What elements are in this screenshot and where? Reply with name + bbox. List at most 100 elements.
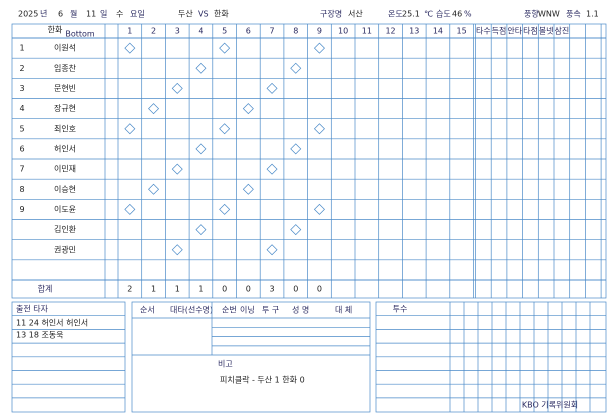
label: 타점 xyxy=(523,26,538,36)
label: 두산 xyxy=(178,9,193,19)
label: 이승현 xyxy=(54,184,76,194)
label: 9 xyxy=(317,27,322,36)
label: 순서 xyxy=(140,306,155,315)
label: 13 18 조동욱 xyxy=(16,331,64,340)
label: 월 xyxy=(70,9,77,19)
label: 이원석 xyxy=(54,43,76,53)
play-mark xyxy=(148,183,160,195)
label: 6 xyxy=(58,10,63,19)
label: 1 xyxy=(127,27,132,36)
frame xyxy=(11,23,607,299)
label: 7 xyxy=(270,27,275,36)
label: 볼넷 xyxy=(539,26,554,36)
play-mark xyxy=(290,224,302,236)
label: 풍향 xyxy=(524,10,539,19)
label: ℃ xyxy=(424,10,433,19)
label: 14 xyxy=(433,27,443,36)
play-mark xyxy=(219,42,231,54)
label: 1 xyxy=(151,285,156,294)
label: 수 xyxy=(116,10,123,19)
label: 습도 xyxy=(436,10,451,19)
label: 한화 xyxy=(48,26,63,35)
label: 김인환 xyxy=(54,224,77,234)
label: 일 xyxy=(100,10,107,19)
label: 온도 xyxy=(388,10,403,19)
label: 허인서 xyxy=(54,143,76,153)
play-mark xyxy=(242,103,254,115)
label: 비고 xyxy=(218,360,233,369)
label: 피치클락 - 두산 1 한화 0 xyxy=(220,375,305,385)
label: 13 xyxy=(409,27,419,36)
label: 2025 xyxy=(18,10,38,19)
play-mark xyxy=(290,143,302,155)
label: 풍속 xyxy=(566,10,581,19)
label: 1 xyxy=(19,44,24,53)
label: 한화 xyxy=(214,10,229,19)
play-mark xyxy=(171,163,183,175)
label: KBO 기록위원회 xyxy=(522,401,578,410)
label: 이민재 xyxy=(54,164,76,174)
label: 문현빈 xyxy=(54,84,76,93)
label: 2 xyxy=(19,64,24,73)
label: 성 명 xyxy=(292,305,309,315)
label: 12 xyxy=(385,27,395,36)
label: 5 xyxy=(222,27,227,36)
label: 대 체 xyxy=(335,305,352,315)
play-mark xyxy=(290,62,302,74)
play-mark xyxy=(171,82,183,94)
label: 득점 xyxy=(492,26,507,36)
play-mark xyxy=(266,163,278,175)
label: 11 24 허인서 허인서 xyxy=(16,318,88,328)
label: 4 xyxy=(19,104,24,113)
play-mark xyxy=(313,42,325,54)
play-mark xyxy=(242,183,254,195)
label: 이도윤 xyxy=(54,204,76,214)
play-mark xyxy=(219,123,231,135)
label: 삼진 xyxy=(554,26,569,36)
label: 2 xyxy=(151,27,156,36)
play-mark xyxy=(195,224,207,236)
label: 3 xyxy=(270,285,275,294)
play-mark xyxy=(124,123,136,135)
label: % xyxy=(464,10,472,19)
label: 3 xyxy=(175,27,180,36)
play-mark xyxy=(124,203,136,215)
label: 0 xyxy=(222,285,227,294)
play-mark xyxy=(124,42,136,54)
label: 권광민 xyxy=(54,244,76,254)
label: 0 xyxy=(293,285,298,294)
play-mark xyxy=(313,203,325,215)
label: 타수 xyxy=(476,27,491,36)
panel-mid xyxy=(131,301,371,413)
label: 년 xyxy=(40,9,47,19)
label: 1 xyxy=(198,285,203,294)
label: 11 xyxy=(362,27,372,36)
play-mark xyxy=(195,62,207,74)
label: 10 xyxy=(338,27,348,36)
label: 11 xyxy=(86,10,96,19)
label: 6 xyxy=(19,144,24,153)
label: 2 xyxy=(127,285,132,294)
label: Bottom xyxy=(65,30,95,39)
label: WNW xyxy=(538,10,560,19)
label: 46 xyxy=(452,10,462,19)
label: 6 xyxy=(246,27,251,36)
label: 이닝 xyxy=(240,305,255,315)
play-mark xyxy=(219,203,231,215)
label: 8 xyxy=(19,185,24,194)
label: 4 xyxy=(198,27,203,36)
label: 3 xyxy=(19,84,24,93)
play-mark xyxy=(171,244,183,256)
label: 장규현 xyxy=(54,103,76,113)
label: 출전 타자 xyxy=(16,304,49,314)
label: 1 xyxy=(175,285,180,294)
label: 8 xyxy=(293,27,298,36)
label: 임종찬 xyxy=(54,63,77,73)
label: 합계 xyxy=(38,284,53,294)
label: VS xyxy=(198,10,209,19)
label: 5 xyxy=(19,124,24,133)
label: 15 xyxy=(457,27,467,36)
play-mark xyxy=(148,103,160,115)
label: 투 구 xyxy=(262,306,279,315)
